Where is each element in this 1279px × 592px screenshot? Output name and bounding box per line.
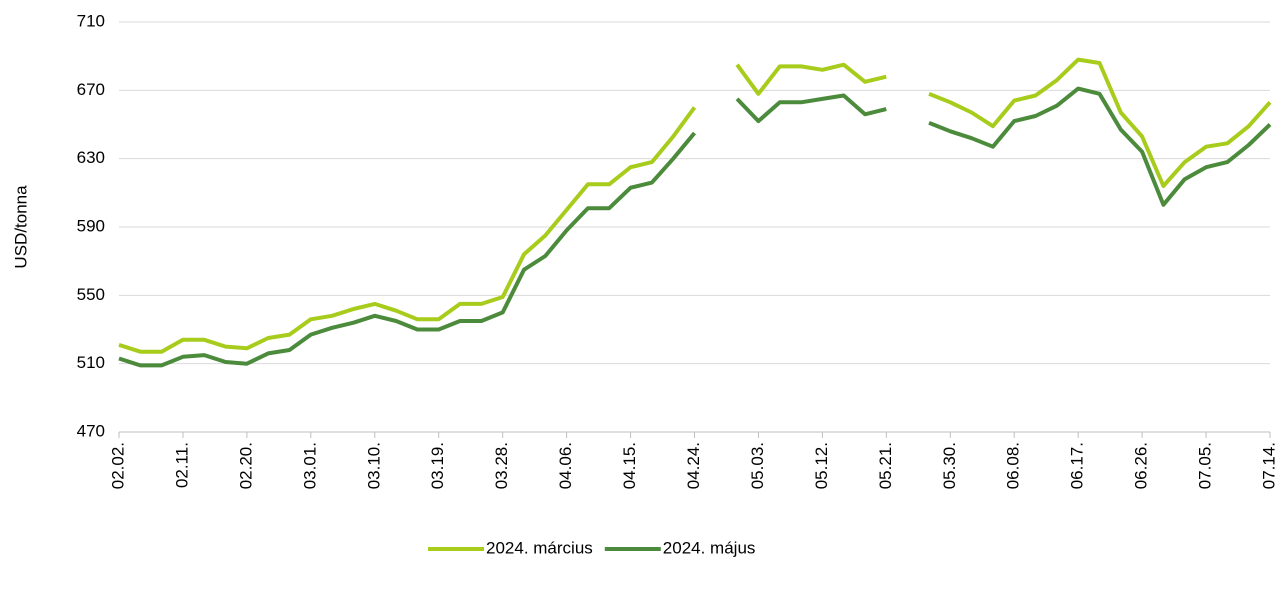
x-tick-label: 02.02. <box>108 442 127 489</box>
x-tick-label: 05.21. <box>876 442 895 489</box>
x-tick-label: 06.26. <box>1132 442 1151 489</box>
x-tick-label: 03.10. <box>364 442 383 489</box>
x-tick-label: 05.30. <box>940 442 959 489</box>
legend-label: 2024. május <box>663 538 756 557</box>
x-tick-label: 03.28. <box>492 442 511 489</box>
x-tick-label: 02.20. <box>236 442 255 489</box>
y-tick-label: 670 <box>77 80 105 99</box>
y-tick-label: 550 <box>77 285 105 304</box>
x-tick-label: 04.24. <box>684 442 703 489</box>
series-line <box>118 57 1272 354</box>
y-tick-label: 630 <box>77 148 105 167</box>
x-tick-label: 03.19. <box>428 442 447 489</box>
x-tick-label: 02.11. <box>172 442 191 488</box>
x-tick-label: 04.15. <box>620 442 639 489</box>
y-axis-label: USD/tonna <box>11 185 30 269</box>
series-line <box>118 86 1272 368</box>
x-tick-label: 04.06. <box>556 442 575 489</box>
x-tick-label: 05.12. <box>812 442 831 489</box>
x-tick-label: 07.14. <box>1259 442 1278 489</box>
y-tick-label: 590 <box>77 216 105 235</box>
x-tick-label: 07.05. <box>1196 442 1215 489</box>
x-tick-label: 06.08. <box>1004 442 1023 489</box>
x-tick-label: 05.03. <box>748 442 767 489</box>
x-tick-label: 03.01. <box>300 442 319 489</box>
y-tick-label: 710 <box>77 11 105 30</box>
x-tick-label: 06.17. <box>1068 442 1087 489</box>
y-tick-label: 510 <box>77 353 105 372</box>
legend-label: 2024. március <box>486 538 593 557</box>
y-tick-label: 470 <box>77 421 105 440</box>
